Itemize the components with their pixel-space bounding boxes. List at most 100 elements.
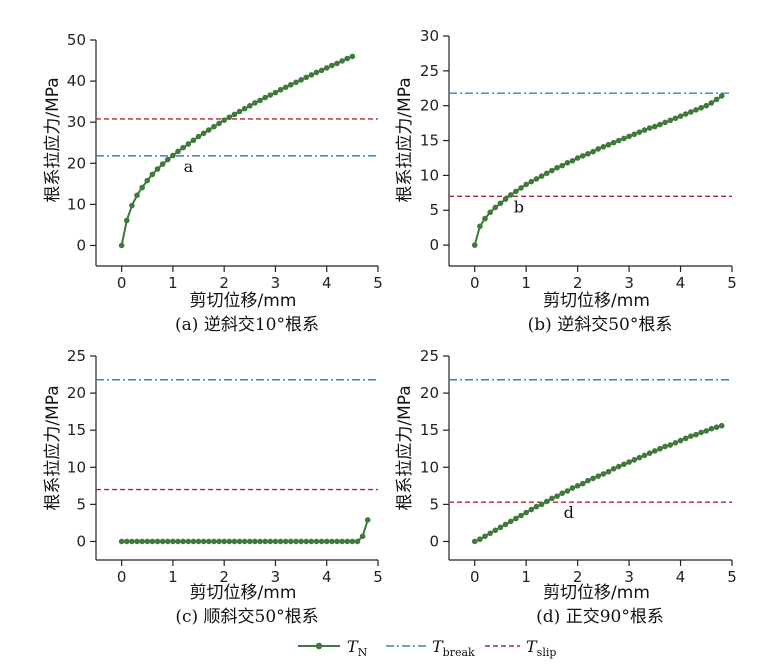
y-tick-label: 0 <box>76 532 86 550</box>
data-point <box>159 538 166 545</box>
data-point <box>693 107 699 113</box>
data-point <box>698 104 704 111</box>
data-point <box>257 538 263 545</box>
data-point <box>610 465 617 472</box>
data-point <box>507 518 514 525</box>
data-point <box>574 483 581 489</box>
data-point <box>200 130 207 137</box>
data-point <box>497 524 504 531</box>
data-point <box>636 129 643 135</box>
data-point <box>631 131 638 138</box>
data-point <box>718 422 725 429</box>
series-line-tn <box>120 55 353 246</box>
data-point <box>677 113 684 119</box>
data-point <box>226 538 233 545</box>
data-point <box>662 119 668 126</box>
y-tick-label: 40 <box>67 72 86 90</box>
data-point <box>492 204 499 211</box>
y-tick-label: 5 <box>429 201 439 219</box>
data-point <box>605 141 612 148</box>
x-tick-label: 5 <box>373 274 383 292</box>
data-point <box>672 115 679 122</box>
data-point <box>708 425 715 432</box>
data-point <box>677 437 684 444</box>
data-point <box>262 94 269 101</box>
data-point <box>293 79 299 86</box>
data-point <box>693 431 699 438</box>
data-point <box>139 538 145 545</box>
x-axis-label: 剪切位移/mm <box>190 583 297 603</box>
x-tick-label: 1 <box>521 274 531 292</box>
y-tick-label: 30 <box>67 113 86 131</box>
data-point <box>313 538 320 545</box>
data-point <box>657 121 663 128</box>
data-point <box>718 93 725 99</box>
data-point <box>600 144 607 150</box>
data-point <box>528 506 535 513</box>
data-point <box>502 521 509 528</box>
data-point <box>339 58 345 64</box>
y-tick-label: 5 <box>76 495 86 513</box>
data-point <box>170 538 176 545</box>
data-point <box>277 538 284 545</box>
data-point <box>528 178 535 185</box>
y-tick-label: 0 <box>429 236 439 254</box>
y-axis-label: 根系拉应力/MPa <box>43 77 63 202</box>
data-point <box>329 538 335 545</box>
data-point <box>364 517 371 523</box>
y-tick-label: 5 <box>429 495 439 513</box>
data-point <box>713 96 720 103</box>
x-tick-label: 5 <box>727 568 737 586</box>
data-point <box>288 81 294 88</box>
data-point <box>236 538 243 545</box>
data-point <box>513 515 519 522</box>
data-point <box>477 223 483 230</box>
y-tick-label: 50 <box>67 31 86 49</box>
data-point <box>323 538 330 545</box>
data-point <box>533 503 540 510</box>
data-point <box>497 200 504 207</box>
data-point <box>257 97 263 104</box>
data-point <box>134 538 140 545</box>
data-point <box>713 424 720 431</box>
x-tick-label: 0 <box>470 568 480 586</box>
data-point <box>590 475 596 482</box>
data-point <box>662 443 668 450</box>
data-point <box>569 157 576 164</box>
legend-item-tbreak: Tbreak <box>386 637 475 659</box>
y-tick-label: 25 <box>67 347 86 365</box>
legend-tslip-label: Tslip <box>526 637 556 659</box>
data-point <box>579 153 586 159</box>
x-tick-label: 0 <box>117 274 127 292</box>
data-point <box>549 167 555 174</box>
x-tick-label: 5 <box>727 274 737 292</box>
chart-panel-4: 0 5 10 15 20 25 0 1 2 3 4 5 d 剪切位移/mm 根系拉应力/MPa (d) 正交9… <box>395 347 737 627</box>
series-line-tn <box>473 95 723 246</box>
data-point <box>226 114 233 121</box>
data-point <box>180 144 186 151</box>
x-tick-label: 2 <box>573 274 583 292</box>
x-tick-label: 1 <box>168 568 178 586</box>
legend-tbreak-label: Tbreak <box>432 637 475 659</box>
data-point <box>221 117 227 123</box>
data-point <box>641 452 648 459</box>
data-point <box>569 485 576 491</box>
data-point <box>543 498 550 505</box>
data-point <box>164 538 171 545</box>
data-point <box>272 538 279 545</box>
data-point <box>595 473 602 479</box>
annotation-label: a <box>184 157 194 176</box>
data-point <box>252 100 258 106</box>
data-point <box>175 148 181 155</box>
data-point <box>652 123 658 130</box>
data-point <box>195 538 202 545</box>
x-tick-label: 2 <box>219 568 229 586</box>
y-tick-label: 0 <box>429 532 439 550</box>
data-point <box>616 137 622 144</box>
x-tick-label: 3 <box>271 568 281 586</box>
data-point <box>236 108 243 115</box>
data-point <box>487 209 493 216</box>
x-axis-label: 剪切位移/mm <box>190 291 297 311</box>
data-point <box>605 468 612 475</box>
data-point <box>344 538 351 545</box>
